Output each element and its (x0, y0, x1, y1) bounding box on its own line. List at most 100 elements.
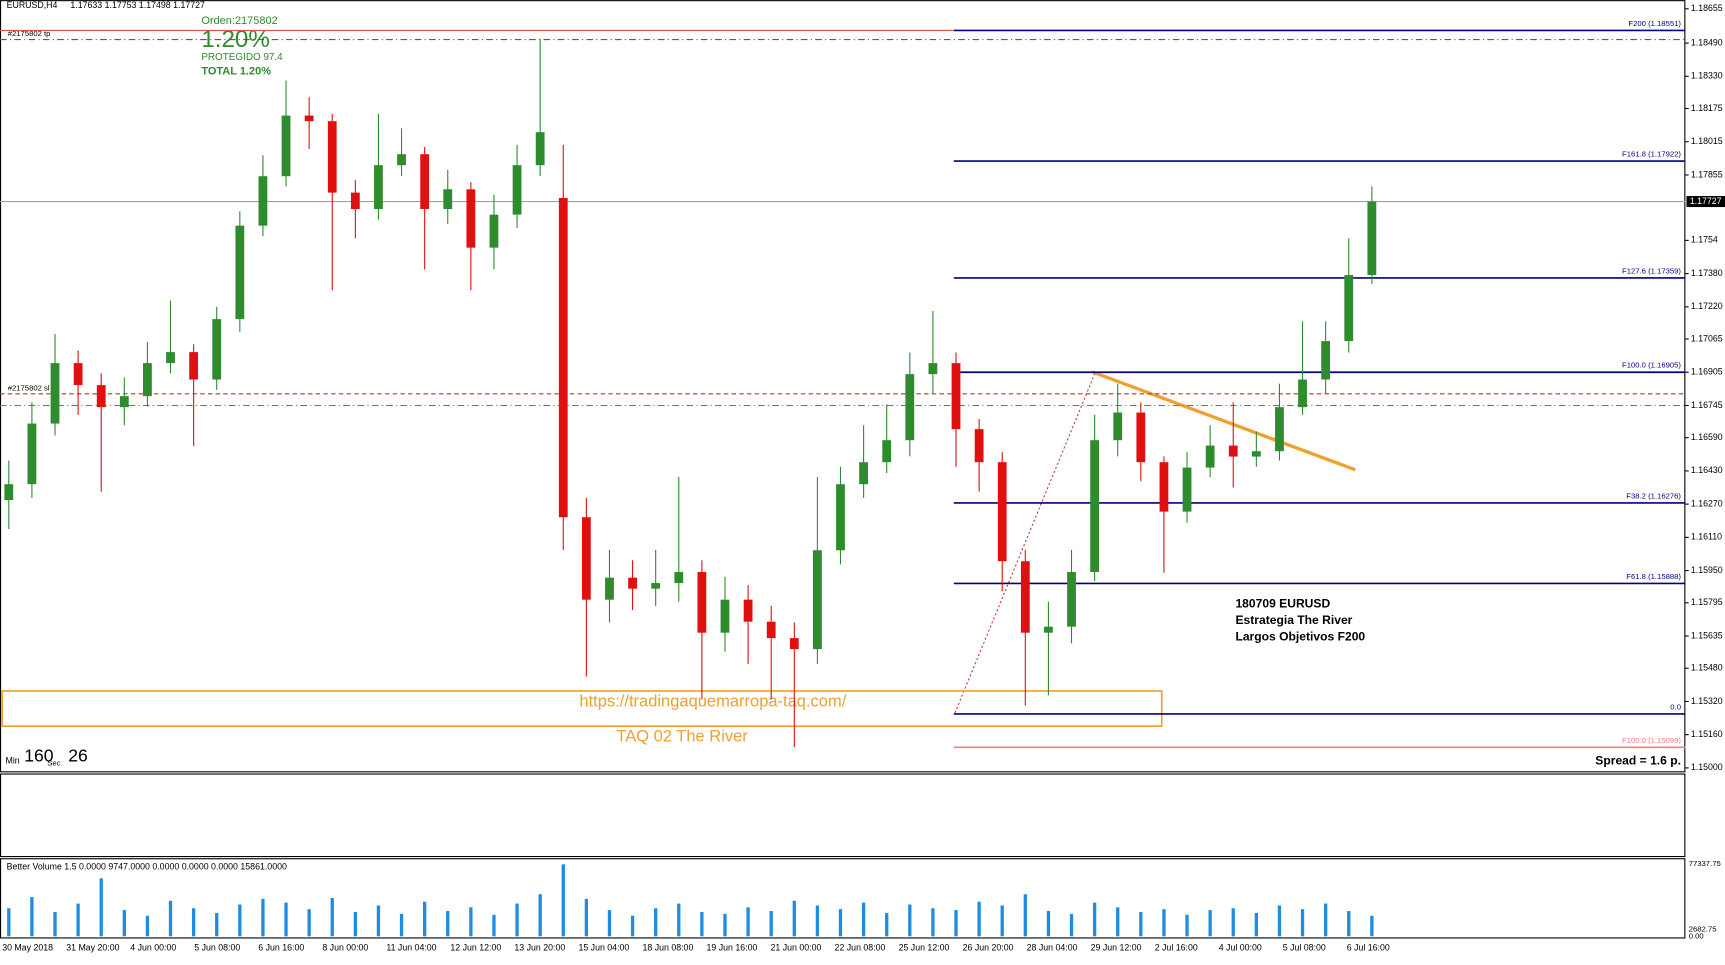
candle-body (628, 577, 637, 589)
volume-bar (769, 911, 773, 937)
volume-bar (700, 911, 704, 937)
volume-bar (353, 911, 357, 937)
volume-bar (977, 901, 981, 937)
volume-bar (76, 903, 80, 937)
volume-bar (515, 903, 519, 937)
volume-bar (469, 907, 473, 937)
volume-bar (931, 908, 935, 937)
volume-bar (885, 912, 889, 937)
time-label: 4 Jul 00:00 (1219, 943, 1262, 953)
candle-body (651, 583, 661, 589)
volume-bar (954, 910, 958, 937)
volume-bar (1347, 911, 1351, 937)
candle-body (1067, 572, 1076, 627)
volume-bar (1046, 911, 1051, 937)
timer-sec-label: Sec (47, 759, 60, 768)
candle-body (212, 319, 222, 380)
order-label: #2175802 sl (8, 383, 50, 392)
candle-body (743, 599, 753, 622)
volume-bar (1254, 912, 1258, 937)
price-box (1686, 196, 1725, 208)
volume-bar (630, 915, 635, 937)
candle-body (581, 517, 591, 600)
fib-label: F100.0 (1.15099) (1622, 736, 1681, 745)
candle-body (281, 115, 291, 177)
volume-bar (53, 911, 57, 937)
y-tick-label: 1.15480 (1691, 663, 1723, 673)
candle-body (1090, 440, 1100, 573)
candle-body (73, 363, 83, 386)
y-tick-label: 1.15950 (1691, 565, 1723, 575)
candle-body (397, 154, 406, 166)
volume-bar (1069, 913, 1074, 937)
fib-label: F161.8 (1.17922) (1622, 149, 1681, 158)
time-label: 5 Jun 08:00 (194, 943, 240, 953)
volume-bar (1185, 914, 1189, 937)
fib-label: F61.8 (1.15888) (1626, 572, 1681, 581)
time-label: 21 Jun 00:00 (771, 943, 822, 953)
watermark-box (1, 690, 1163, 728)
volume-bar (1116, 907, 1120, 937)
volume-bar (7, 908, 11, 937)
candle-body (1044, 626, 1053, 633)
candle-body (304, 115, 314, 122)
volume-bar (261, 898, 265, 937)
volume-bar (746, 907, 750, 937)
time-label: 12 Jun 12:00 (450, 943, 501, 953)
y-tick-label: 1.17380 (1691, 268, 1723, 278)
time-label: 30 May 2018 (2, 943, 53, 953)
volume-bar (1023, 894, 1027, 937)
time-label: 6 Jun 16:00 (258, 943, 304, 953)
volume-bar (122, 910, 126, 937)
candle-body (374, 165, 383, 210)
volume-bar (330, 897, 334, 937)
fib-label: F100.0 (1.16905) (1622, 361, 1681, 370)
note-1: 180709 EURUSD (1235, 596, 1330, 610)
y-tick-label: 1.15160 (1691, 729, 1723, 739)
volume-bar (215, 912, 219, 937)
y-tick-label: 1.17065 (1691, 333, 1723, 343)
candle-body (1367, 201, 1377, 276)
time-label: 15 Jun 04:00 (578, 943, 629, 953)
order: Orden:2175802 (201, 15, 277, 27)
y-tick-label: 1.1754 (1691, 235, 1718, 245)
time-label: 6 Jul 16:00 (1347, 943, 1390, 953)
volume-bar (792, 900, 796, 937)
candle-body (1205, 445, 1215, 468)
volume-bar (815, 905, 820, 937)
candle-body (4, 484, 14, 500)
volume-bar (1139, 911, 1143, 937)
y-tick-label: 1.15320 (1691, 696, 1723, 706)
candle-body (789, 638, 799, 650)
volume-bar (654, 908, 658, 937)
volume-bar (607, 910, 612, 937)
y-tick-label: 1.16590 (1691, 432, 1723, 442)
candle-body (812, 550, 822, 650)
volume-bar (376, 905, 381, 937)
volume-bar (284, 902, 288, 937)
y-tick-label: 1.15635 (1691, 630, 1723, 640)
y-tick-label: 1.17855 (1691, 169, 1723, 179)
fib-anchor (954, 373, 1096, 714)
volume-bar (861, 902, 866, 937)
time-label: 18 Jun 08:00 (642, 943, 693, 953)
volume-bar (677, 903, 681, 937)
candle-body (697, 572, 707, 633)
timer-min: 160 (24, 746, 54, 766)
y-tick-label: 1.18175 (1691, 103, 1723, 113)
fib-label: F38.2 (1.16276) (1626, 491, 1681, 500)
candle-body (1020, 561, 1030, 633)
volume-bar (191, 908, 196, 937)
ohlc: 1.17633 1.17753 1.17498 1.17727 (70, 0, 205, 10)
candle-body (258, 176, 268, 226)
volume-bar (307, 909, 311, 937)
spread: Spread = 1.6 p. (1595, 754, 1681, 768)
volume-bar (1324, 903, 1328, 937)
volume-bar (238, 904, 242, 937)
volume-bar (1231, 908, 1235, 937)
time-label: 28 Jun 04:00 (1027, 943, 1078, 953)
volume-bar (908, 904, 912, 937)
candle-body (96, 385, 106, 408)
y-tick-label: 1.15795 (1691, 597, 1723, 607)
